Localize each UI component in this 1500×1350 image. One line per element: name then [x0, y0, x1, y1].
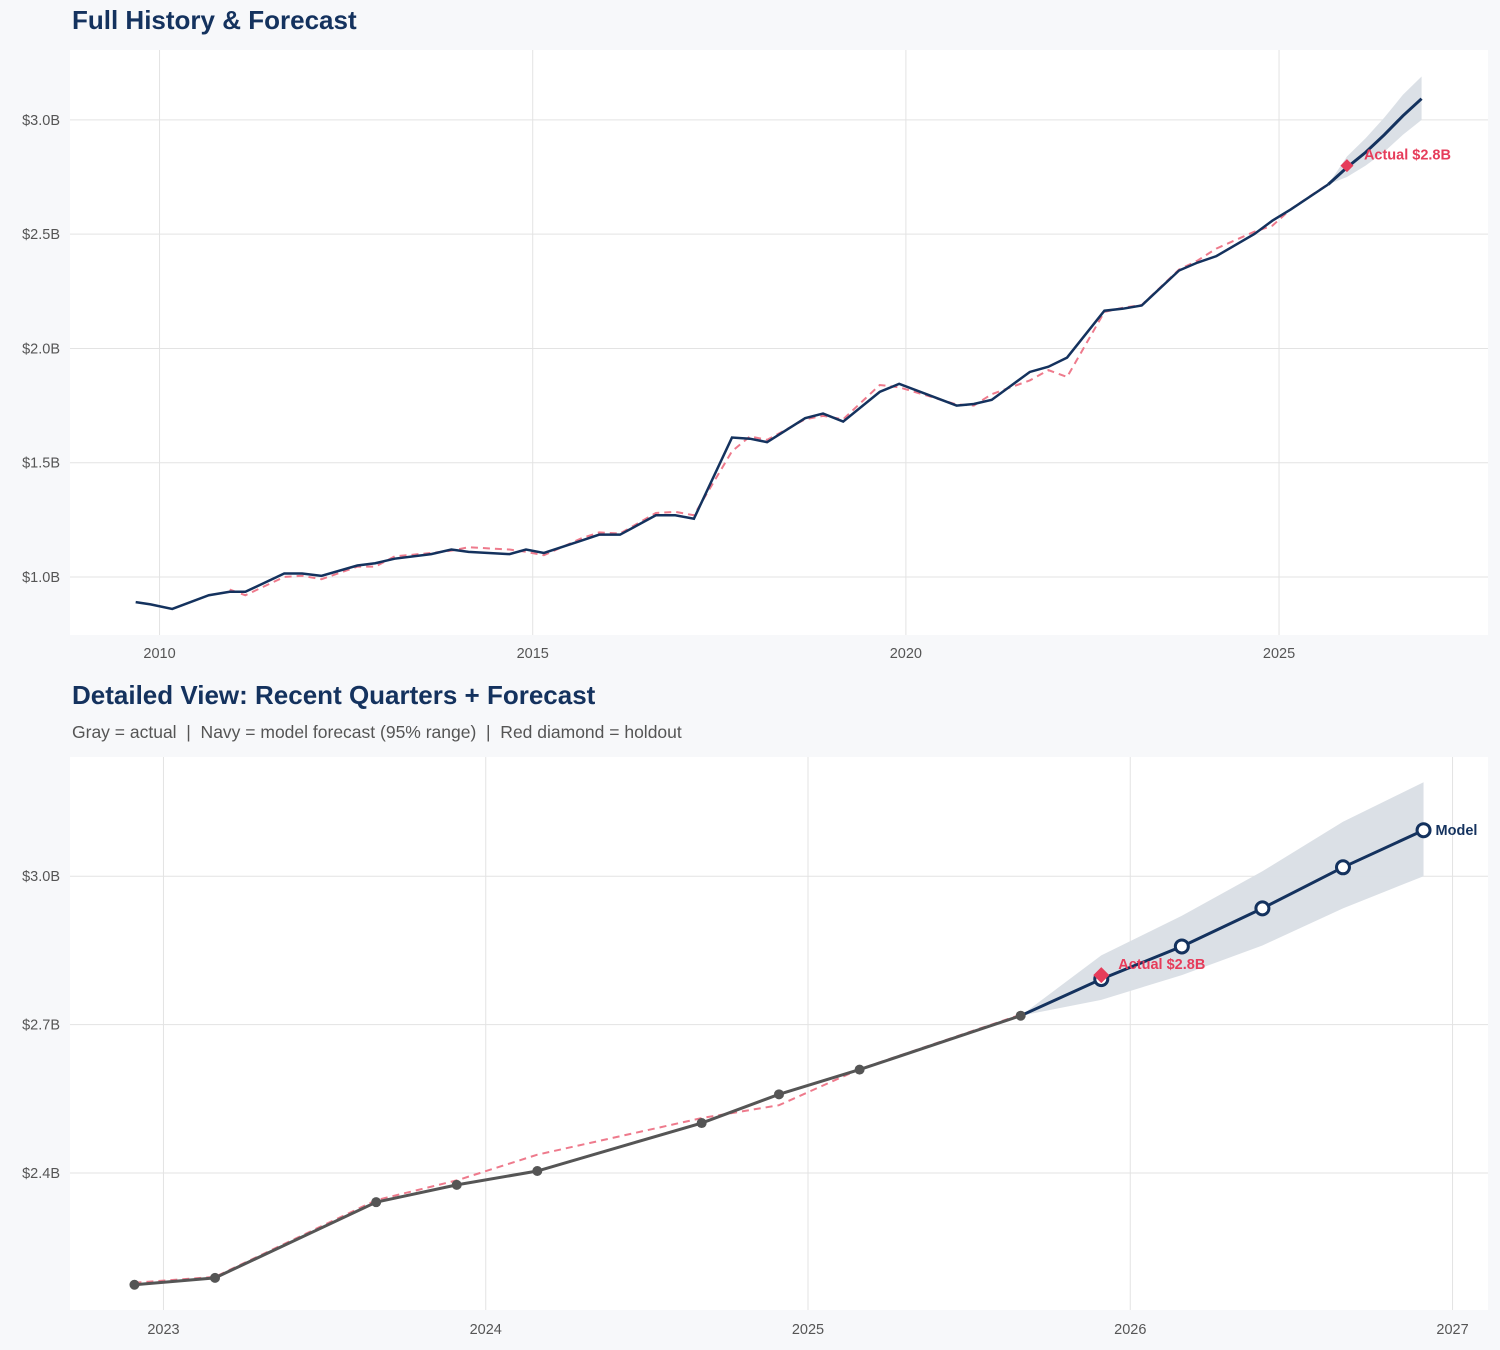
- x-tick-label: 2026: [1114, 1322, 1146, 1338]
- bottom-chart-title: Detailed View: Recent Quarters + Forecas…: [72, 680, 596, 710]
- actual-point: [371, 1197, 382, 1208]
- y-tick-label: $2.5B: [22, 227, 60, 243]
- forecast-range-band: [1328, 76, 1422, 185]
- actual-point: [210, 1272, 221, 1283]
- actual-point: [774, 1089, 784, 1100]
- forecast-range-band: [1020, 782, 1424, 1016]
- actual-point: [696, 1118, 707, 1129]
- actual-point: [532, 1166, 543, 1177]
- x-tick-label: 2025: [792, 1322, 824, 1338]
- x-tick-label: 2024: [470, 1322, 502, 1338]
- y-tick-label: $2.7B: [22, 1018, 60, 1034]
- bottom-chart: 2023 2024 2025 2026 2027 $2.4B $2.7B $3.0B Actua…: [22, 757, 1488, 1338]
- x-tick-label: 2015: [517, 646, 549, 662]
- holdout-label: Actual $2.8B: [1118, 957, 1205, 973]
- x-tick-label: 2027: [1436, 1322, 1468, 1338]
- actual-point: [854, 1064, 865, 1075]
- plot-area: [70, 757, 1488, 1310]
- actual-line: [135, 183, 1329, 611]
- y-tick-label: $2.4B: [22, 1166, 60, 1182]
- forecast-line: [1327, 97, 1423, 186]
- bottom-chart-subtitle: Gray = actual | Navy = model forecast (9…: [72, 722, 682, 742]
- holdout-diamond: [1340, 159, 1354, 173]
- forecast-point: [1415, 822, 1432, 839]
- actual-point: [1015, 1010, 1026, 1021]
- forecast-end-label: Model: [1436, 823, 1478, 839]
- x-tick-label: 2025: [1263, 646, 1295, 662]
- y-tick-label: $3.0B: [22, 869, 60, 885]
- y-tick-label: $2.0B: [22, 341, 60, 357]
- fitted-line: [229, 183, 1329, 597]
- holdout-diamond: [1093, 967, 1110, 984]
- x-tick-label: 2023: [147, 1322, 179, 1338]
- forecast-point: [1334, 859, 1351, 876]
- holdout-label: Actual $2.8B: [1364, 148, 1451, 164]
- top-chart-title: Full History & Forecast: [72, 5, 357, 35]
- y-tick-label: $1.5B: [22, 456, 60, 472]
- forecast-line: [1020, 828, 1425, 1018]
- forecast-point: [1173, 938, 1190, 955]
- top-chart: 2010 2015 2020 2025 $1.0B $1.5B $2.0B $2.5B $3.0…: [22, 50, 1488, 662]
- plot-area: [70, 50, 1488, 635]
- actual-point: [129, 1279, 140, 1290]
- actual-point: [451, 1179, 462, 1190]
- x-tick-label: 2010: [143, 646, 175, 662]
- y-tick-label: $1.0B: [22, 570, 60, 586]
- forecast-point: [1254, 900, 1271, 917]
- x-tick-label: 2020: [890, 646, 922, 662]
- y-tick-label: $3.0B: [22, 113, 60, 129]
- fitted-line: [134, 1013, 1022, 1284]
